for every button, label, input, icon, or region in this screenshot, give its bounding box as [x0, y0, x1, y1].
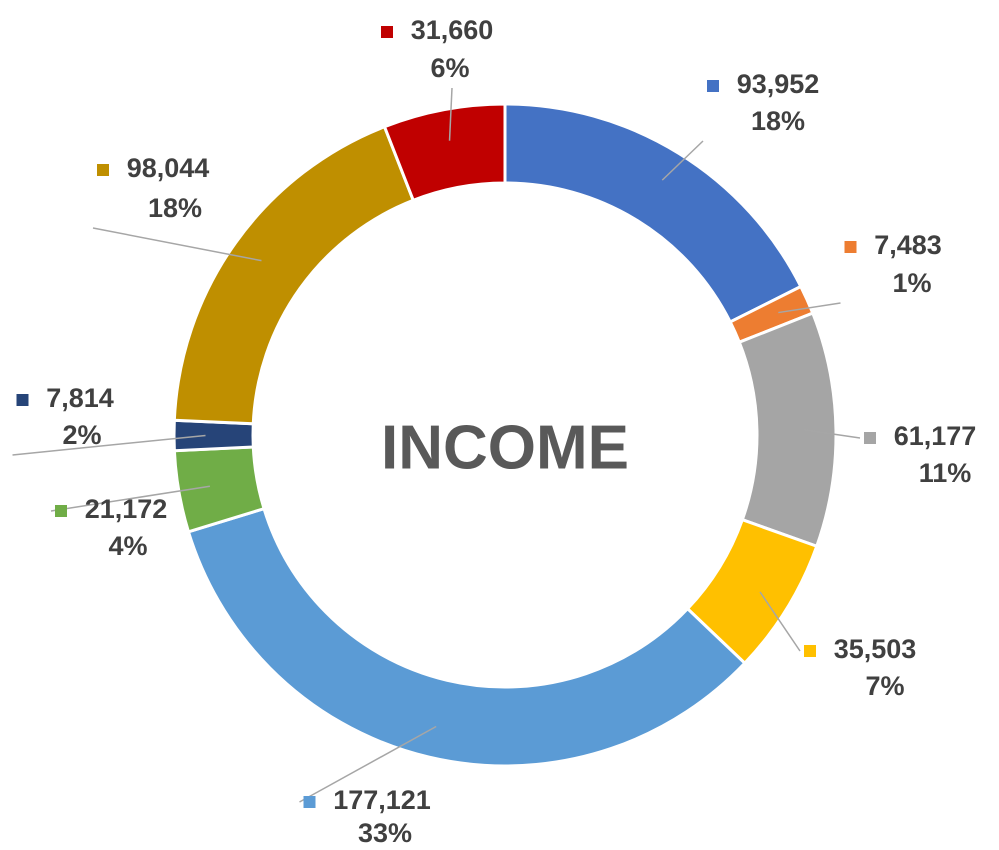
leader-line: [299, 725, 437, 803]
slice: [503, 102, 803, 324]
percent-label: 33%: [358, 818, 412, 848]
percent-label: 6%: [430, 53, 469, 83]
legend-swatch: [16, 394, 29, 406]
legend-swatch: [707, 80, 719, 92]
value-label: 7,814: [46, 383, 114, 413]
value-label: 21,172: [85, 494, 168, 524]
leader-line: [92, 227, 262, 262]
value-label: 61,177: [894, 421, 977, 451]
leader-line: [12, 434, 206, 456]
chart-title: INCOME: [381, 413, 629, 482]
legend-swatch: [55, 505, 67, 517]
legend-swatch: [303, 796, 316, 808]
value-label: 177,121: [333, 785, 431, 815]
value-label: 31,660: [411, 15, 494, 45]
slice: [172, 418, 255, 453]
legend-swatch: [381, 26, 393, 38]
slice: [382, 102, 507, 203]
slice: [737, 311, 838, 549]
percent-label: 4%: [108, 531, 147, 561]
leader-line: [778, 302, 841, 314]
legend-swatch: [97, 164, 109, 176]
leader-line: [759, 591, 801, 652]
percent-label: 18%: [148, 193, 202, 223]
leader-line: [50, 485, 211, 512]
slice: [186, 506, 747, 768]
leader-line: [448, 87, 453, 141]
percent-label: 18%: [751, 106, 805, 136]
legend-swatch: [844, 241, 857, 253]
value-label: 93,952: [737, 69, 820, 99]
leader-line: [804, 429, 861, 439]
percent-label: 1%: [892, 268, 931, 298]
value-label: 7,483: [874, 230, 942, 260]
legend-swatch: [804, 645, 816, 657]
value-label: 98,044: [127, 153, 210, 183]
percent-label: 7%: [865, 671, 904, 701]
percent-label: 2%: [62, 420, 101, 450]
slice: [172, 124, 416, 426]
percent-label: 11%: [919, 458, 972, 488]
legend-swatch: [864, 432, 876, 444]
value-label: 35,503: [834, 634, 917, 664]
leader-line: [661, 140, 704, 181]
